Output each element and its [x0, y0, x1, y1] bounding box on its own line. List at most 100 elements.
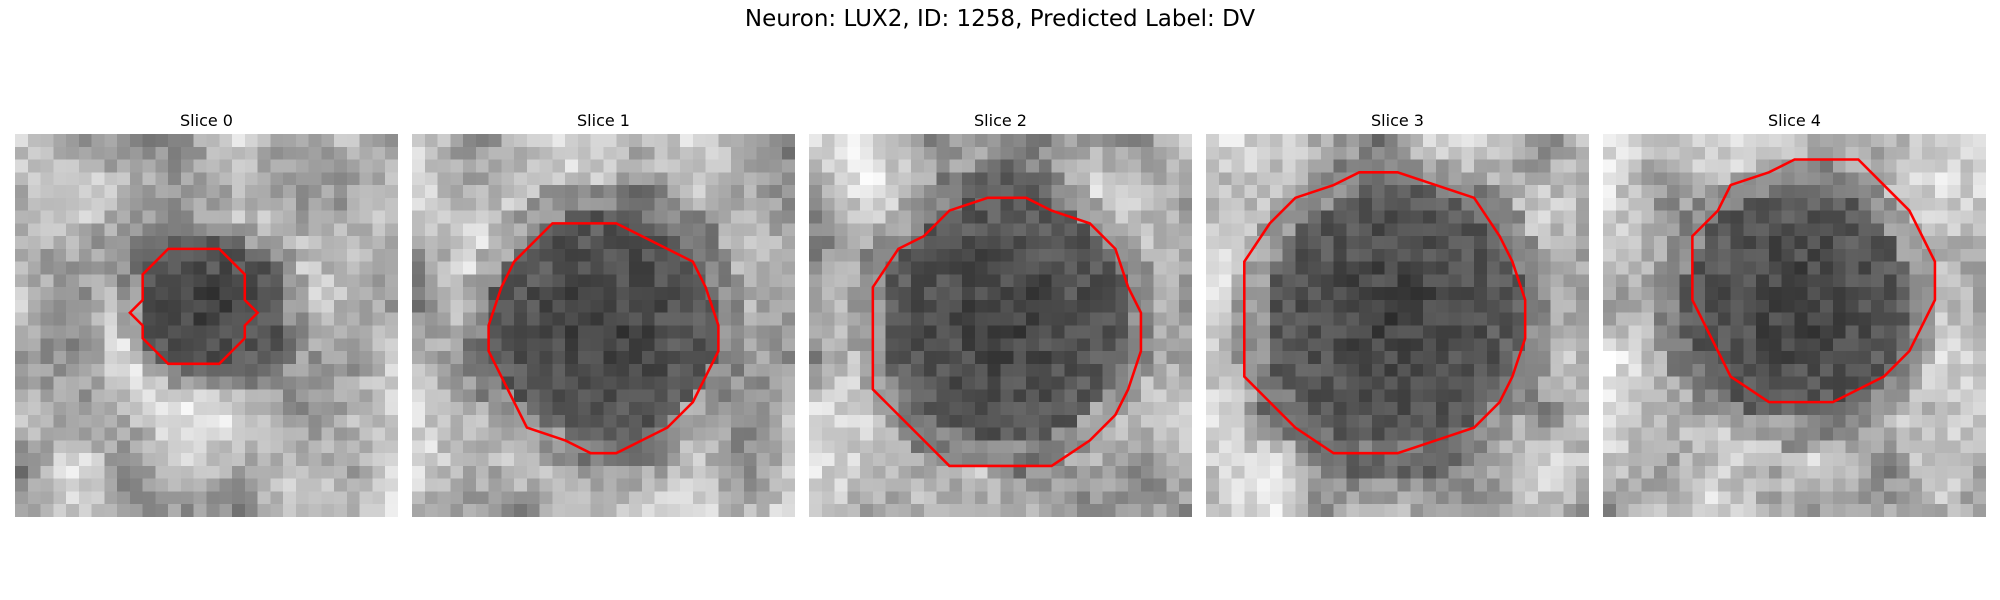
- pixel: [821, 427, 835, 441]
- pixel: [743, 159, 757, 173]
- pixel: [1269, 325, 1283, 339]
- pixel: [1410, 312, 1424, 326]
- pixel: [1179, 389, 1192, 403]
- pixel: [1883, 210, 1897, 224]
- pixel: [257, 236, 271, 250]
- pixel: [872, 478, 886, 492]
- pixel: [257, 146, 271, 160]
- pixel: [1371, 325, 1385, 339]
- pixel: [1026, 312, 1040, 326]
- pixel: [78, 363, 92, 377]
- pixel: [424, 453, 438, 467]
- pixel: [667, 236, 681, 250]
- pixel: [809, 338, 823, 352]
- pixel: [1333, 440, 1347, 454]
- pixel: [654, 325, 668, 339]
- pixel: [1206, 363, 1220, 377]
- pixel: [424, 440, 438, 454]
- pixel: [501, 312, 515, 326]
- pixel: [1768, 197, 1782, 211]
- pixel: [1934, 453, 1948, 467]
- pixel: [104, 389, 118, 403]
- pixel: [283, 134, 297, 148]
- pixel: [987, 402, 1001, 416]
- pixel: [257, 274, 271, 288]
- pixel: [847, 312, 861, 326]
- pixel: [1013, 159, 1027, 173]
- pixel: [1013, 351, 1027, 365]
- pixel: [1973, 210, 1986, 224]
- pixel: [1679, 478, 1693, 492]
- pixel: [1934, 159, 1948, 173]
- pixel: [782, 248, 795, 262]
- pixel: [603, 389, 617, 403]
- pixel: [1461, 134, 1475, 148]
- segmentation-contour: [128, 247, 260, 366]
- pixel: [1115, 427, 1129, 441]
- pixel: [898, 287, 912, 301]
- pixel: [359, 414, 373, 428]
- pixel: [834, 414, 848, 428]
- pixel: [705, 504, 719, 517]
- pixel: [15, 465, 29, 479]
- pixel: [936, 236, 950, 250]
- pixel: [270, 351, 284, 365]
- pixel: [1051, 427, 1065, 441]
- pixel: [565, 312, 579, 326]
- pixel: [450, 402, 464, 416]
- pixel: [718, 427, 732, 441]
- pixel: [821, 376, 835, 390]
- pixel: [705, 440, 719, 454]
- pixel: [53, 146, 67, 160]
- pixel: [756, 223, 770, 237]
- pixel: [346, 465, 360, 479]
- pixel: [142, 210, 156, 224]
- pixel: [769, 223, 783, 237]
- pixel: [27, 325, 41, 339]
- pixel: [1666, 363, 1680, 377]
- pixel: [756, 299, 770, 313]
- pixel: [1346, 159, 1360, 173]
- pixel: [15, 402, 29, 416]
- pixel: [974, 287, 988, 301]
- pixel: [412, 274, 426, 288]
- pixel: [1563, 338, 1577, 352]
- pixel: [872, 248, 886, 262]
- pixel: [412, 453, 426, 467]
- pixel: [1960, 453, 1974, 467]
- pixel: [974, 185, 988, 199]
- pixel: [1768, 172, 1782, 186]
- pixel: [1934, 223, 1948, 237]
- pixel: [1269, 185, 1283, 199]
- pixel: [1308, 478, 1322, 492]
- pixel: [680, 338, 694, 352]
- pixel: [412, 363, 426, 377]
- pixel: [782, 146, 795, 160]
- pixel: [295, 389, 309, 403]
- pixel: [1218, 134, 1232, 148]
- pixel: [1499, 197, 1513, 211]
- pixel: [1486, 185, 1500, 199]
- pixel: [1820, 414, 1834, 428]
- pixel: [1628, 299, 1642, 313]
- pixel: [1179, 185, 1192, 199]
- pixel: [1153, 427, 1167, 441]
- pixel: [1282, 363, 1296, 377]
- pixel: [1140, 223, 1154, 237]
- pixel: [1474, 236, 1488, 250]
- pixel: [501, 491, 515, 505]
- pixel: [1756, 414, 1770, 428]
- pixel: [1973, 338, 1986, 352]
- pixel: [450, 465, 464, 479]
- pixel: [743, 427, 757, 441]
- pixel: [1423, 427, 1437, 441]
- pixel: [1717, 287, 1731, 301]
- pixel: [577, 504, 591, 517]
- pixel: [1947, 197, 1961, 211]
- pixel: [872, 491, 886, 505]
- pixel: [244, 363, 258, 377]
- pixel: [334, 465, 348, 479]
- pixel: [385, 351, 398, 365]
- pixel: [629, 491, 643, 505]
- pixel: [1140, 440, 1154, 454]
